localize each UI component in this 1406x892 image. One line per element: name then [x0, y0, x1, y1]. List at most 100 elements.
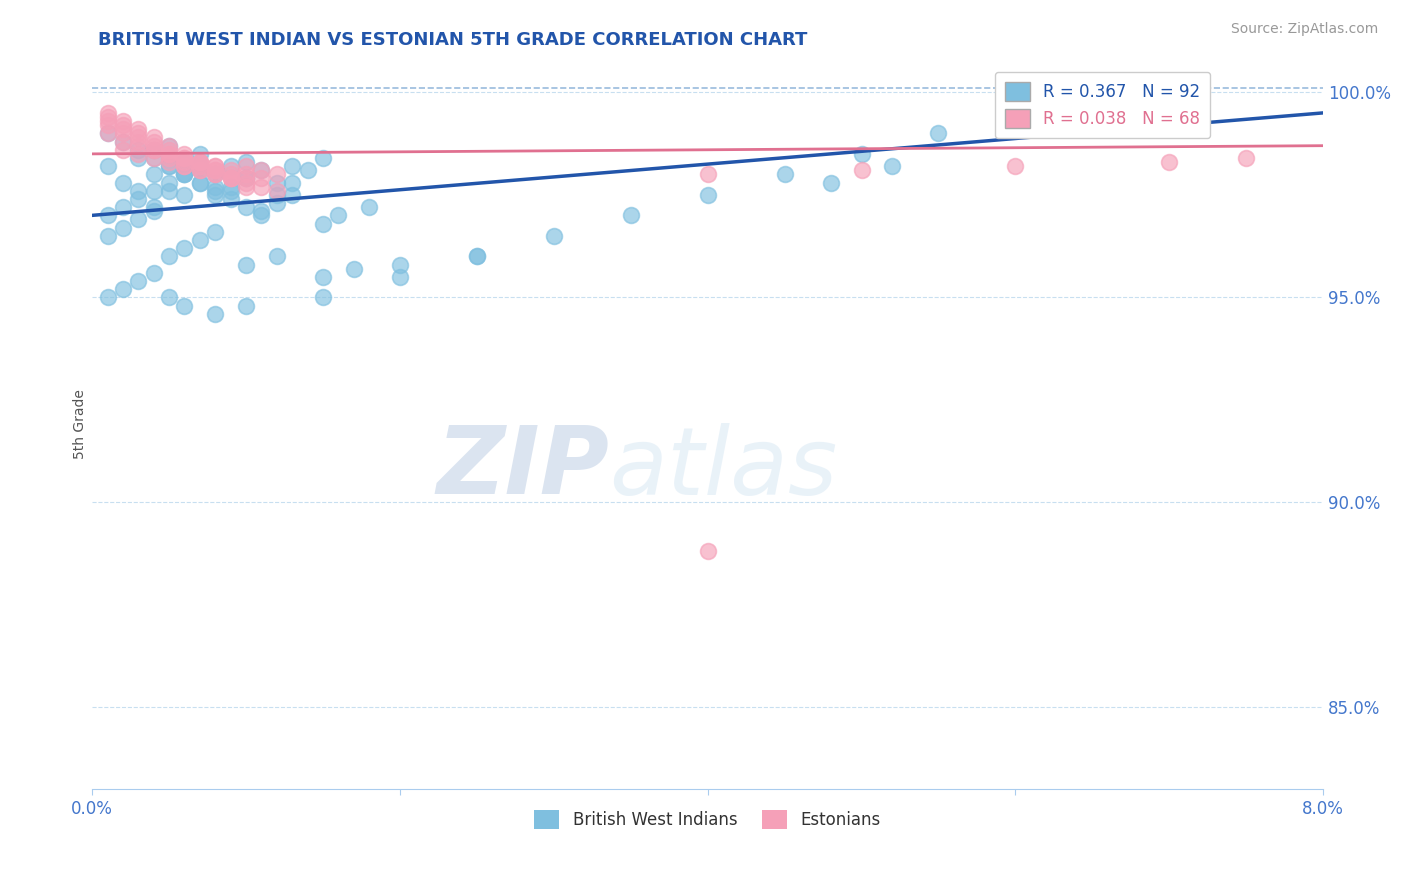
- Point: [281, 176, 304, 190]
- Point: [204, 167, 226, 181]
- Point: [157, 138, 180, 153]
- Point: [142, 135, 165, 149]
- Point: [235, 176, 257, 190]
- Point: [173, 167, 195, 181]
- Point: [157, 159, 180, 173]
- Point: [142, 143, 165, 157]
- Point: [204, 163, 226, 178]
- Point: [142, 204, 165, 219]
- Point: [266, 184, 288, 198]
- Point: [359, 200, 381, 214]
- Point: [97, 127, 120, 141]
- Point: [157, 155, 180, 169]
- Point: [111, 122, 134, 136]
- Point: [97, 118, 120, 132]
- Point: [235, 171, 257, 186]
- Point: [266, 167, 288, 181]
- Point: [281, 159, 304, 173]
- Point: [127, 138, 149, 153]
- Point: [142, 200, 165, 214]
- Point: [620, 208, 643, 222]
- Point: [343, 261, 366, 276]
- Text: atlas: atlas: [609, 423, 838, 514]
- Point: [188, 155, 211, 169]
- Point: [219, 171, 242, 186]
- Point: [173, 299, 195, 313]
- Point: [173, 151, 195, 165]
- Point: [188, 176, 211, 190]
- Point: [157, 176, 180, 190]
- Text: BRITISH WEST INDIAN VS ESTONIAN 5TH GRADE CORRELATION CHART: BRITISH WEST INDIAN VS ESTONIAN 5TH GRAD…: [98, 31, 808, 49]
- Point: [1159, 155, 1181, 169]
- Point: [266, 187, 288, 202]
- Point: [250, 204, 273, 219]
- Point: [219, 167, 242, 181]
- Point: [388, 258, 411, 272]
- Point: [142, 151, 165, 165]
- Point: [111, 127, 134, 141]
- Point: [188, 159, 211, 173]
- Point: [127, 147, 149, 161]
- Point: [188, 163, 211, 178]
- Point: [188, 233, 211, 247]
- Point: [281, 187, 304, 202]
- Point: [157, 143, 180, 157]
- Point: [204, 167, 226, 181]
- Point: [111, 220, 134, 235]
- Point: [1234, 151, 1257, 165]
- Point: [204, 159, 226, 173]
- Point: [266, 176, 288, 190]
- Point: [127, 151, 149, 165]
- Legend: British West Indians, Estonians: British West Indians, Estonians: [527, 803, 887, 836]
- Point: [188, 155, 211, 169]
- Point: [235, 159, 257, 173]
- Point: [696, 167, 718, 181]
- Point: [188, 159, 211, 173]
- Point: [111, 135, 134, 149]
- Point: [173, 167, 195, 181]
- Point: [173, 159, 195, 173]
- Point: [142, 143, 165, 157]
- Point: [127, 212, 149, 227]
- Point: [173, 147, 195, 161]
- Point: [219, 171, 242, 186]
- Point: [204, 163, 226, 178]
- Point: [219, 171, 242, 186]
- Point: [266, 196, 288, 211]
- Point: [111, 135, 134, 149]
- Point: [111, 176, 134, 190]
- Point: [97, 110, 120, 124]
- Point: [204, 187, 226, 202]
- Point: [173, 159, 195, 173]
- Point: [142, 143, 165, 157]
- Point: [204, 167, 226, 181]
- Point: [142, 130, 165, 145]
- Point: [204, 307, 226, 321]
- Point: [851, 147, 873, 161]
- Point: [173, 151, 195, 165]
- Point: [312, 217, 335, 231]
- Point: [465, 249, 488, 263]
- Point: [219, 159, 242, 173]
- Point: [204, 179, 226, 194]
- Point: [696, 187, 718, 202]
- Point: [142, 184, 165, 198]
- Point: [157, 147, 180, 161]
- Point: [882, 159, 904, 173]
- Point: [97, 228, 120, 243]
- Point: [1004, 159, 1026, 173]
- Point: [328, 208, 350, 222]
- Point: [173, 167, 195, 181]
- Point: [219, 184, 242, 198]
- Point: [97, 114, 120, 128]
- Point: [188, 155, 211, 169]
- Point: [173, 241, 195, 255]
- Point: [188, 176, 211, 190]
- Point: [157, 147, 180, 161]
- Point: [173, 187, 195, 202]
- Point: [157, 159, 180, 173]
- Point: [1159, 89, 1181, 103]
- Point: [142, 266, 165, 280]
- Point: [250, 179, 273, 194]
- Point: [188, 147, 211, 161]
